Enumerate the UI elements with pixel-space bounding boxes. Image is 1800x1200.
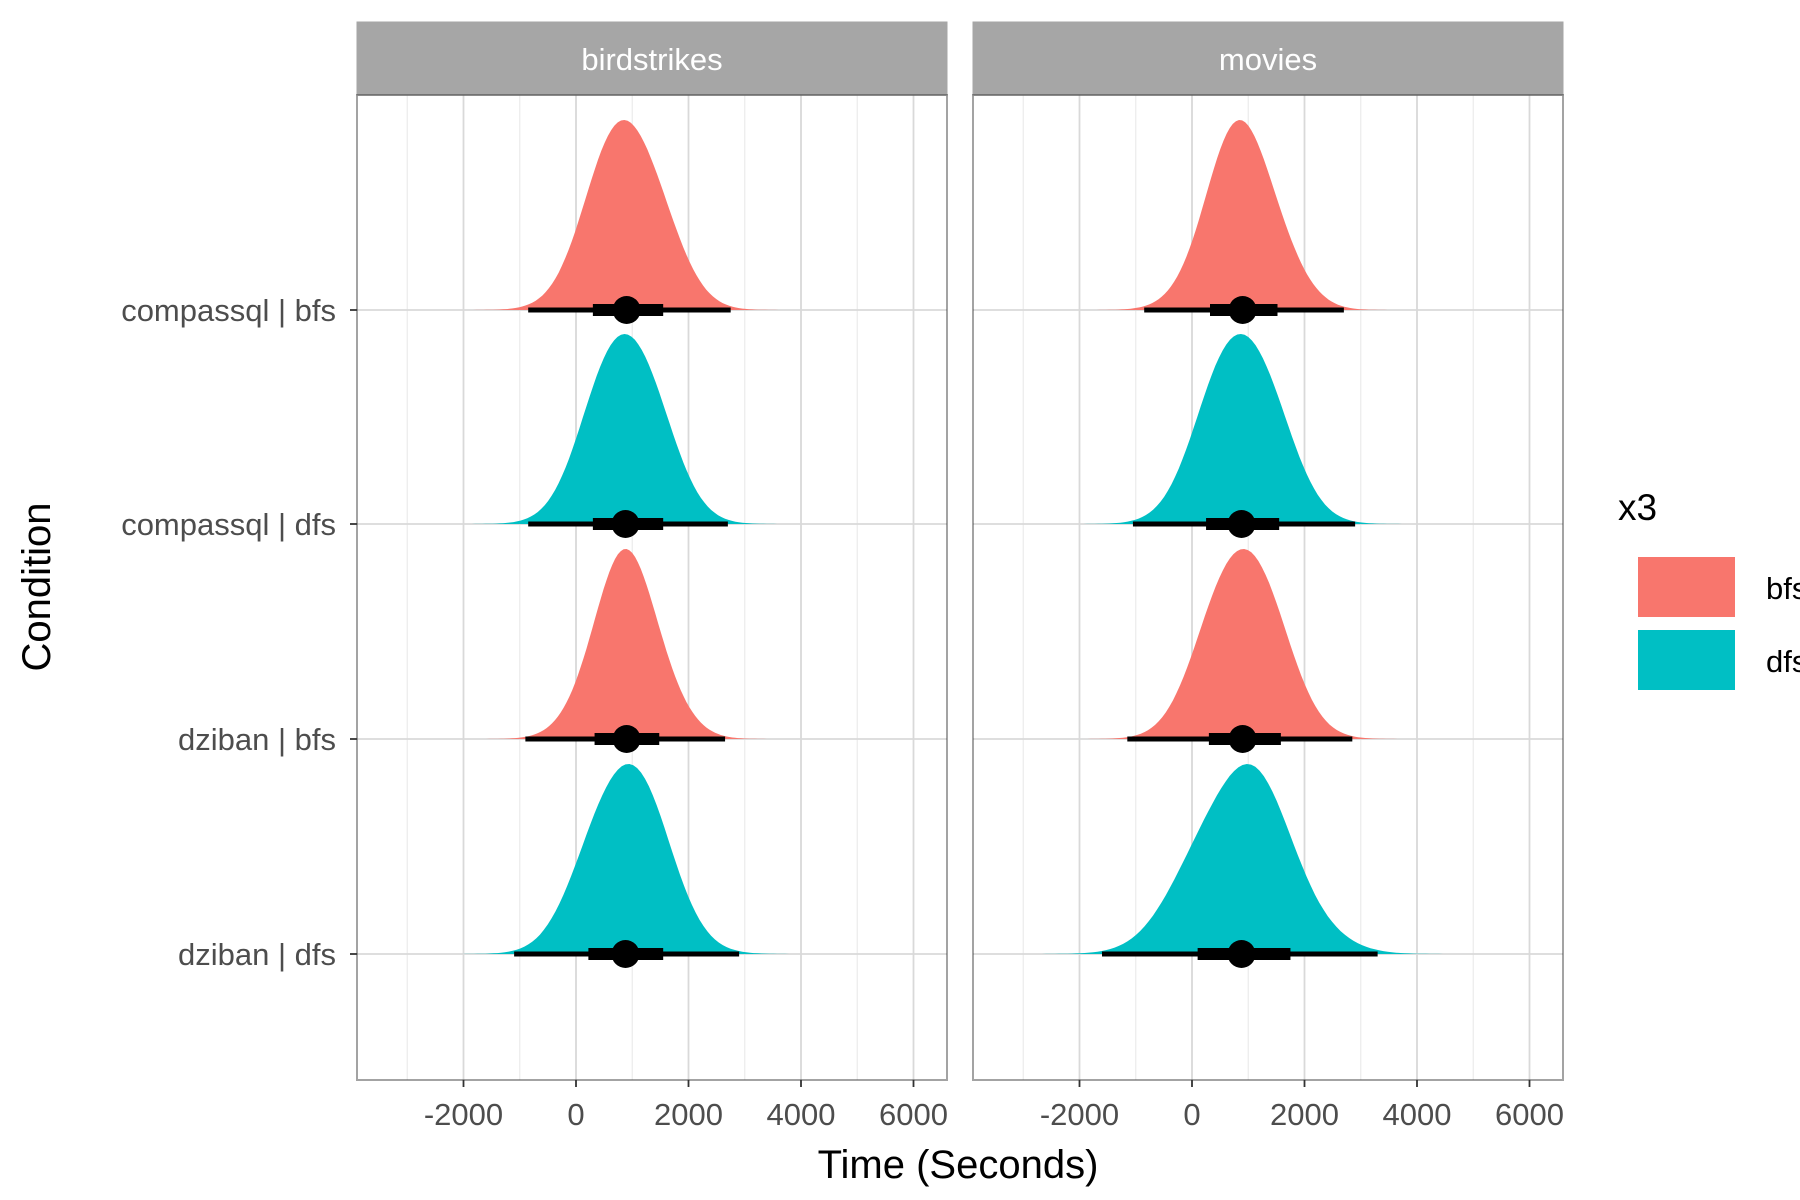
legend-key xyxy=(1638,630,1735,690)
halfeye-birdstrikes-0 xyxy=(424,120,818,324)
halfeye-birdstrikes-1 xyxy=(412,334,830,538)
x-tick-label: 0 xyxy=(1183,1097,1200,1132)
panel-movies: movies -2000 0 2000 4000 6000 xyxy=(972,21,1564,1132)
y-axis: compassql | bfs compassql | dfs dziban | b… xyxy=(121,293,357,972)
median-point xyxy=(1228,725,1257,753)
halfeye-movies-2 xyxy=(1023,549,1451,753)
legend-label: dfs xyxy=(1766,644,1800,679)
legend-label: bfs xyxy=(1766,571,1800,606)
median-point xyxy=(1228,296,1257,324)
median-point xyxy=(612,725,641,753)
x-tick-label: 0 xyxy=(567,1097,584,1132)
x-tick-label: 6000 xyxy=(1495,1097,1564,1132)
median-point xyxy=(611,940,640,968)
density-area xyxy=(1023,549,1451,739)
halfeye-movies-1 xyxy=(1028,334,1468,538)
panel-border xyxy=(972,94,1564,1081)
legend-entry-dfs: dfs xyxy=(1638,630,1800,690)
halfeye-movies-0 xyxy=(1062,120,1434,324)
x-tick-label: 2000 xyxy=(1270,1097,1339,1132)
x-tick-label: 6000 xyxy=(879,1097,948,1132)
x-tick-label: 4000 xyxy=(767,1097,836,1132)
y-axis-title: Condition xyxy=(15,502,59,671)
legend: x3 bfs dfs xyxy=(1618,487,1800,690)
density-area xyxy=(463,549,807,739)
density-area xyxy=(1028,334,1468,524)
x-tick-label: -2000 xyxy=(424,1097,503,1132)
y-tick-label: dziban | bfs xyxy=(178,722,336,757)
density-area xyxy=(396,764,863,954)
density-area xyxy=(1062,120,1434,310)
x-axis-title: Time (Seconds) xyxy=(818,1143,1099,1187)
median-point xyxy=(1227,510,1256,538)
median-point xyxy=(611,510,640,538)
y-tick-label: compassql | bfs xyxy=(121,293,336,328)
density-area xyxy=(424,120,818,310)
density-area xyxy=(412,334,830,524)
legend-entry-bfs: bfs xyxy=(1638,557,1800,617)
median-point xyxy=(612,296,641,324)
legend-key xyxy=(1638,557,1735,617)
median-point xyxy=(1227,940,1256,968)
panel-birdstrikes: birdstrikes -2000 0 2000 4000 6000 xyxy=(356,21,948,1132)
legend-title: x3 xyxy=(1618,487,1657,528)
panels-layer: birdstrikes -2000 0 2000 4000 6000 movies -2000… xyxy=(356,21,1564,1132)
halfeye-movies-3 xyxy=(995,764,1507,968)
halfeye-birdstrikes-2 xyxy=(463,549,807,753)
strip-label-birdstrikes: birdstrikes xyxy=(581,42,722,77)
x-tick-label: 2000 xyxy=(654,1097,723,1132)
strip-movies xyxy=(972,21,1564,96)
strip-label-movies: movies xyxy=(1219,42,1317,77)
x-tick-label: -2000 xyxy=(1040,1097,1119,1132)
density-area xyxy=(995,764,1507,954)
panel-border xyxy=(356,94,948,1081)
halfeye-birdstrikes-3 xyxy=(396,764,863,968)
strip-birdstrikes xyxy=(356,21,948,96)
y-tick-label: compassql | dfs xyxy=(121,507,336,542)
y-tick-label: dziban | dfs xyxy=(178,937,336,972)
x-tick-label: 4000 xyxy=(1383,1097,1452,1132)
